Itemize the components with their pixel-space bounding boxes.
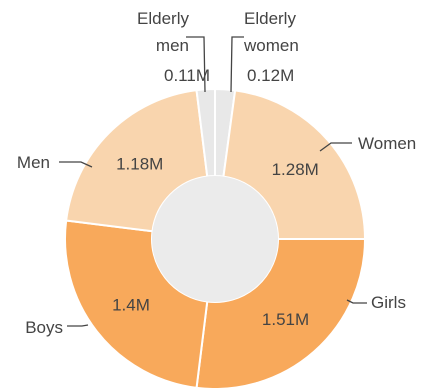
value-label-elderly-men: 0.11M: [164, 66, 210, 85]
leader-line-boys: [67, 324, 89, 327]
category-label-elderly-men-line2: men: [156, 36, 189, 55]
category-label-elderly-men-line1: Elderly: [137, 9, 189, 28]
value-label-girls: 1.51M: [262, 310, 309, 329]
leader-line-elderly-men: [186, 36, 206, 93]
value-label-men: 1.18M: [116, 155, 163, 174]
category-label-elderly-women-line1: Elderly: [244, 9, 296, 28]
slices-group: [64, 87, 367, 388]
leader-line-women: [319, 142, 352, 152]
leader-lines: [59, 36, 367, 327]
category-label-men: Men: [17, 153, 50, 172]
category-label-boys: Boys: [25, 318, 63, 337]
value-label-elderly-women: 0.12M: [247, 66, 294, 85]
leader-line-elderly-women: [230, 36, 244, 93]
slice-girls: [195, 238, 367, 388]
slice-women: [222, 89, 367, 240]
category-label-girls: Girls: [371, 293, 406, 312]
leader-line-men: [59, 161, 93, 168]
value-label-boys: 1.4M: [112, 295, 150, 314]
donut-center: [152, 176, 278, 302]
leader-line-girls: [346, 299, 367, 304]
category-label-elderly-women-line2: women: [243, 36, 299, 55]
value-label-women: 1.28M: [272, 160, 319, 179]
slice-labels: 0.12M Elderly women 1.28M Women 1.51M Girls 1.4…: [17, 9, 416, 337]
category-label-women: Women: [358, 134, 416, 153]
